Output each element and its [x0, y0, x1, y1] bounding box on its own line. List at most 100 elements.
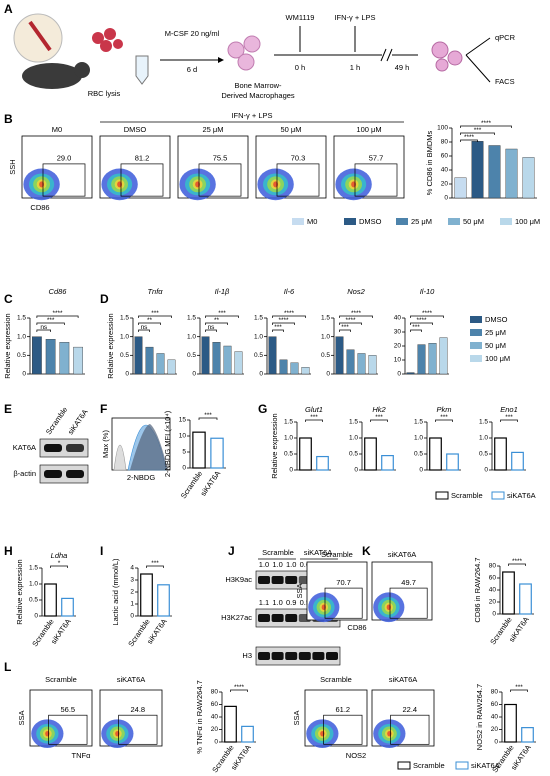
sig-label: *** — [505, 414, 513, 421]
sig-label: *** — [274, 324, 282, 331]
sig-bracket — [370, 419, 388, 422]
axis-label: SSA — [295, 583, 304, 598]
chart-title: Tnfα — [147, 287, 163, 296]
activated-cells — [431, 41, 463, 72]
flow-gate — [198, 163, 242, 197]
group-label: Scramble — [45, 675, 77, 684]
bar — [299, 437, 312, 471]
tissue-icon — [13, 13, 63, 63]
blot-frame — [39, 464, 89, 484]
gate-percent: 61.2 — [336, 705, 351, 714]
sig-label: *** — [474, 127, 482, 134]
bar — [519, 583, 532, 615]
panel-letter: D — [100, 292, 109, 306]
group-label: Scramble — [321, 550, 353, 559]
legend-label: DMSO — [359, 217, 382, 226]
legend-label: DMSO — [485, 315, 508, 324]
quant-label: 1.0 — [259, 560, 269, 569]
y-tick-label: 1.0 — [17, 333, 26, 340]
sig-label: ns — [141, 324, 149, 331]
mouse-icon — [22, 63, 82, 89]
bar — [140, 573, 153, 617]
tube-icon — [135, 55, 149, 85]
legend-swatch — [397, 761, 411, 770]
bar — [134, 336, 143, 375]
sig-label: *** — [310, 414, 318, 421]
blot-band — [326, 652, 338, 660]
panel-letter: K — [362, 544, 371, 558]
group-label: siKAT6A — [389, 675, 418, 684]
bar — [494, 437, 507, 471]
flow-gate — [120, 163, 164, 197]
y-tick-label: 60 — [441, 153, 449, 160]
break-mark — [380, 48, 393, 62]
blot-band — [271, 576, 284, 584]
legend-swatch — [470, 355, 482, 362]
blot-band — [312, 652, 325, 660]
sig-bracket — [410, 315, 444, 318]
legend-label: M0 — [307, 217, 317, 226]
y-tick-label: 80 — [489, 563, 497, 570]
y-tick-label: 20 — [441, 181, 449, 188]
sig-bracket — [435, 419, 453, 422]
axis-label: CD86 — [347, 623, 366, 632]
blot-band — [66, 444, 84, 452]
y-tick-label: 20 — [489, 599, 497, 606]
chart-title: Glut1 — [305, 405, 323, 414]
axis-label: Max (%) — [101, 430, 110, 458]
gate-percent: 56.5 — [61, 705, 76, 714]
sig-bracket — [272, 315, 306, 318]
legend-label: Scramble — [451, 491, 483, 500]
sig-bracket — [460, 139, 478, 142]
bar — [521, 727, 534, 743]
bar — [301, 367, 310, 375]
y-tick-label: 1.5 — [284, 419, 293, 426]
gate-percent: 75.5 — [213, 153, 228, 162]
days-label: 6 d — [187, 65, 197, 74]
bmdm-label: Bone Marrow- — [234, 81, 282, 90]
legend-swatch — [491, 491, 505, 500]
sig-label: *** — [47, 317, 55, 324]
sig-label: **** — [481, 120, 492, 127]
flow-gate — [48, 714, 88, 745]
y-tick-label: 80 — [211, 689, 219, 696]
y-tick-label: 0 — [130, 613, 134, 620]
bar — [192, 431, 206, 469]
y-tick-label: 1.0 — [284, 435, 293, 442]
y-tick-label: 1.5 — [321, 315, 330, 322]
sig-label: ** — [214, 317, 220, 324]
legend-swatch — [344, 218, 356, 225]
bar — [429, 437, 442, 471]
gate-percent: 70.3 — [291, 153, 306, 162]
chart-title: Ldha — [51, 551, 68, 560]
sig-bracket — [410, 329, 422, 332]
arrow-head — [218, 57, 224, 63]
blot-band — [258, 614, 270, 622]
y-tick-label: 5 — [182, 449, 186, 456]
time-label: 49 h — [395, 63, 410, 72]
sig-label: **** — [351, 310, 362, 317]
sig-label: ns — [208, 324, 216, 331]
blot-band — [44, 444, 62, 452]
sig-label: *** — [204, 412, 212, 419]
blot-band — [285, 576, 298, 584]
panel-letter: C — [4, 292, 13, 306]
sig-bracket — [138, 329, 150, 332]
blot-frame — [255, 646, 341, 666]
y-tick-label: 1.5 — [29, 565, 38, 572]
y-tick-label: 20 — [211, 726, 219, 733]
y-tick-label: 0 — [125, 371, 129, 378]
y-tick-label: 0 — [419, 467, 423, 474]
quant-label: 0.5 — [300, 598, 310, 607]
y-tick-label: 40 — [489, 587, 497, 594]
row-label: KAT6A — [13, 443, 36, 452]
bar — [357, 353, 366, 375]
gate-percent: 29.0 — [57, 153, 72, 162]
y-tick-label: 1.0 — [321, 333, 330, 340]
panel-letter: A — [4, 2, 13, 16]
panel-letter: J — [228, 544, 235, 558]
axis-label: SSA — [292, 710, 301, 725]
bar — [201, 336, 210, 375]
chart-title: Pkm — [437, 405, 452, 414]
